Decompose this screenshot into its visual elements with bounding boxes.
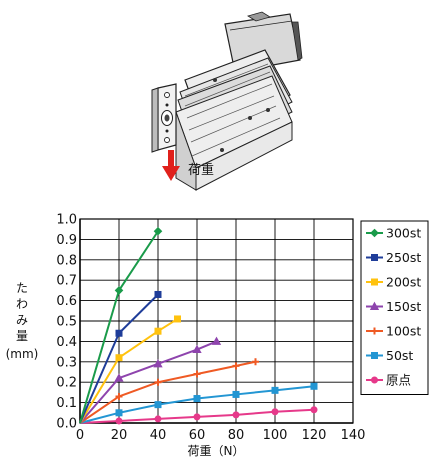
y-tick-label: 0.9 xyxy=(56,233,77,248)
y-tick-label: 0.6 xyxy=(56,294,77,309)
x-tick-label: 60 xyxy=(189,428,206,443)
legend-marker xyxy=(371,376,378,384)
legend-label: 100st xyxy=(386,324,421,339)
y-axis-label-char: わ xyxy=(16,297,28,311)
y-tick-label: 0.7 xyxy=(56,274,77,289)
x-tick-label: 140 xyxy=(341,428,366,443)
data-point xyxy=(115,409,123,417)
series-150st xyxy=(79,336,222,424)
data-point xyxy=(153,359,163,368)
legend-marker xyxy=(369,301,380,310)
x-tick-label: 40 xyxy=(150,428,167,443)
legend-marker xyxy=(371,327,378,335)
legend-label: 原点 xyxy=(386,373,411,388)
data-point xyxy=(154,401,162,409)
data-point xyxy=(193,395,201,403)
x-tick-label: 120 xyxy=(302,428,327,443)
series-layer xyxy=(79,226,318,425)
data-point xyxy=(154,415,162,423)
legend-item: 50st xyxy=(366,348,413,363)
legend-marker xyxy=(371,278,378,286)
data-point xyxy=(114,373,124,382)
y-tick-label: 0.5 xyxy=(56,315,77,330)
data-point xyxy=(211,336,222,345)
legend-label: 200st xyxy=(386,275,421,290)
data-point xyxy=(115,329,123,337)
data-point xyxy=(114,286,124,295)
legend-label: 50st xyxy=(386,348,413,363)
data-point xyxy=(153,226,163,236)
actuator-illustration: 荷重 xyxy=(151,11,303,191)
data-point xyxy=(271,386,279,394)
data-point xyxy=(115,354,123,362)
y-tick-label: 0.2 xyxy=(56,376,77,391)
legend: 300st 250st 200st 150st 100st 50st 原点 xyxy=(360,220,429,395)
legend-item: 原点 xyxy=(366,373,411,388)
data-point xyxy=(310,382,318,390)
series-200st xyxy=(79,315,181,424)
y-tick-label: 0.1 xyxy=(56,396,77,411)
legend-marker xyxy=(371,352,378,359)
legend-marker xyxy=(370,228,379,238)
data-point xyxy=(271,408,279,416)
data-point xyxy=(192,344,202,354)
data-point xyxy=(232,362,240,370)
y-tick-label: 0.4 xyxy=(56,335,77,350)
series-300st xyxy=(79,226,163,424)
series-原点 xyxy=(79,406,318,425)
y-tick-label: 0.8 xyxy=(56,253,77,268)
data-point xyxy=(115,392,123,400)
y-axis-label-char: 量 xyxy=(16,329,28,343)
chart-grid xyxy=(79,218,354,424)
y-tick-label: 0.0 xyxy=(56,417,77,432)
deflection-chart: 0.0 0.1 0.2 0.3 0.4 0.5 0.6 0.7 0.8 0.9 1.0 0 20 40 6… xyxy=(6,213,429,458)
series-100st xyxy=(79,358,259,424)
x-tick-label: 80 xyxy=(228,428,245,443)
series-50st xyxy=(79,382,318,424)
y-axis-label-char: み xyxy=(16,313,28,327)
legend-item: 150st xyxy=(366,299,421,314)
data-point xyxy=(232,411,240,419)
legend-item: 250st xyxy=(366,250,421,265)
load-caption: 荷重 xyxy=(188,162,214,178)
legend-label: 250st xyxy=(386,250,421,265)
data-point xyxy=(174,315,181,323)
data-point xyxy=(310,406,318,414)
legend-marker xyxy=(371,254,378,261)
data-point xyxy=(193,413,201,421)
actuator-body xyxy=(175,49,293,191)
x-tick-label: 0 xyxy=(76,428,84,443)
legend-item: 100st xyxy=(366,324,421,339)
data-point xyxy=(232,390,240,398)
legend-item: 200st xyxy=(366,275,421,290)
x-tick-label: 100 xyxy=(263,428,288,443)
data-point xyxy=(154,290,162,298)
y-tick-label: 1.0 xyxy=(56,213,77,228)
series-line xyxy=(79,318,179,424)
x-tick-labels: 0 20 40 60 80 100 120 140 xyxy=(76,428,366,443)
chart-axes xyxy=(79,219,353,424)
x-tick-label: 20 xyxy=(111,428,128,443)
data-point xyxy=(115,417,123,425)
x-axis-label: 荷重（N） xyxy=(188,444,245,458)
data-point xyxy=(154,327,162,335)
end-plate xyxy=(151,83,177,153)
legend-label: 300st xyxy=(386,226,421,241)
y-tick-labels: 0.0 0.1 0.2 0.3 0.4 0.5 0.6 0.7 0.8 0.9 1.0 xyxy=(56,213,77,432)
y-axis-label-char: (mm) xyxy=(6,347,39,361)
data-point xyxy=(252,358,259,366)
legend-item: 300st xyxy=(366,226,421,241)
load-arrow xyxy=(162,150,180,181)
y-tick-label: 0.3 xyxy=(56,355,77,370)
y-axis-label-char: た xyxy=(16,281,28,295)
data-point xyxy=(193,370,201,378)
series-250st xyxy=(79,290,162,424)
legend-label: 150st xyxy=(386,299,421,314)
data-point xyxy=(154,378,162,386)
